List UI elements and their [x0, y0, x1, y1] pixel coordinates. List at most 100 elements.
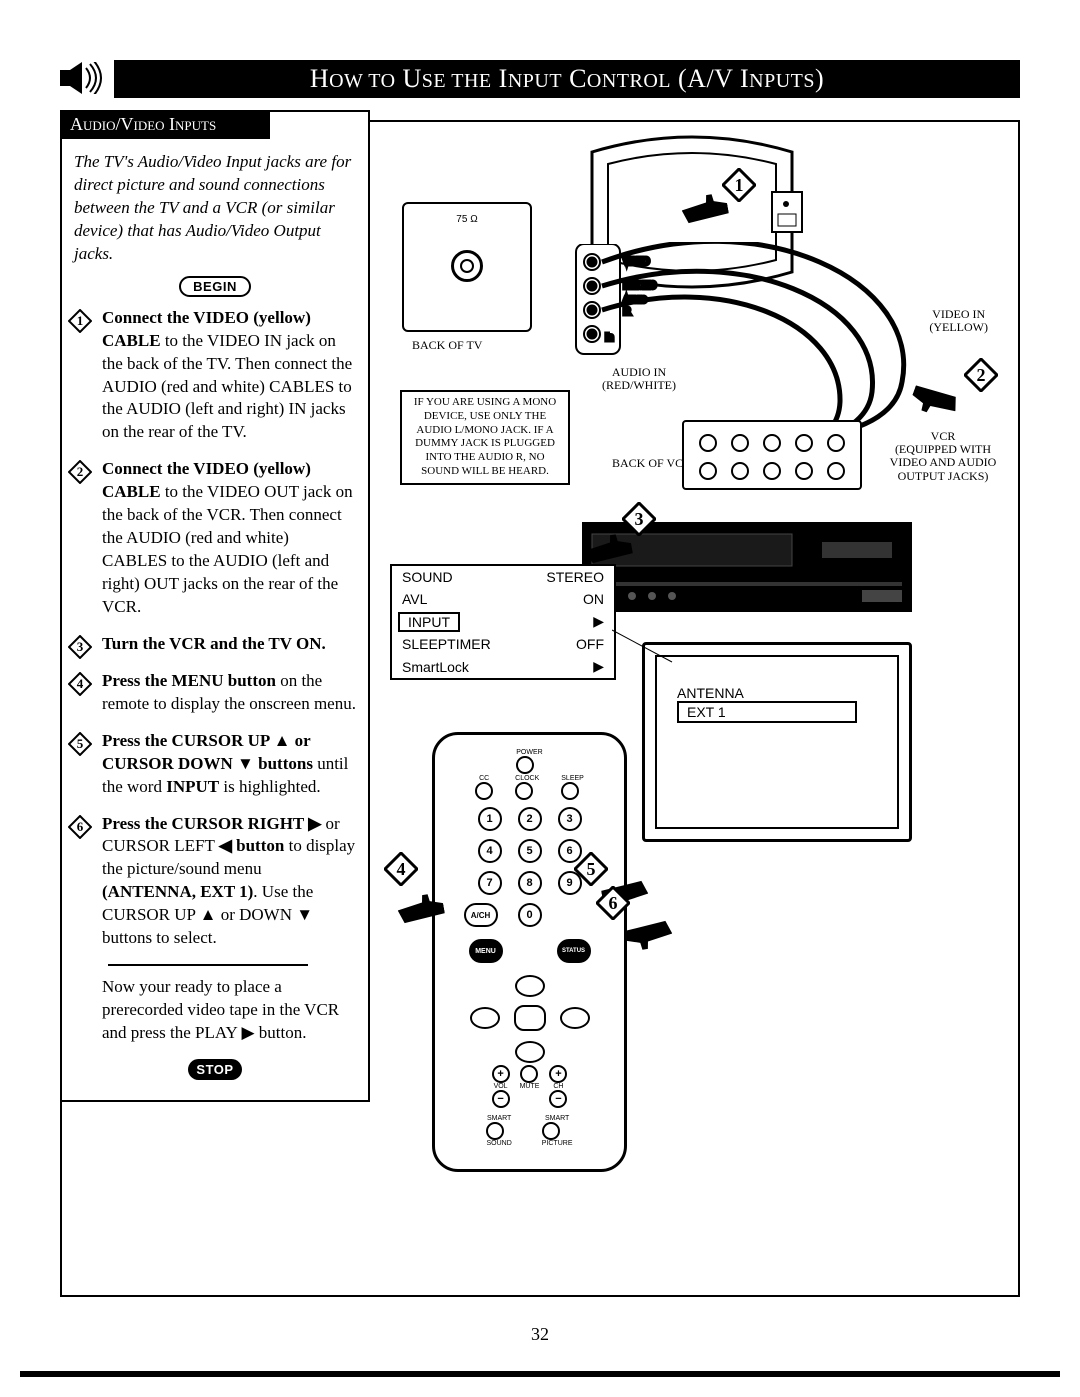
callout-4: 4: [384, 852, 418, 886]
osd-label: SLEEPTIMER: [392, 633, 522, 655]
digit-5[interactable]: 5: [518, 839, 542, 863]
vol-label: VOL: [492, 1083, 510, 1090]
vol-down[interactable]: −: [492, 1090, 510, 1108]
cursor-right[interactable]: [560, 1007, 590, 1029]
digit-3[interactable]: 3: [558, 807, 582, 831]
cc-label: CC: [475, 775, 493, 782]
step-1: 1Connect the VIDEO (yellow) CABLE to the…: [74, 307, 356, 445]
osd-value: ▶: [522, 655, 614, 678]
back-of-vcr-label: BACK OF VCR: [612, 456, 691, 471]
back-of-tv-label: BACK OF TV: [412, 338, 482, 353]
vcr-label: VCR(EQUIPPED WITHVIDEO AND AUDIOOUTPUT J…: [878, 430, 1008, 483]
mute-button[interactable]: [520, 1065, 538, 1083]
coax-jack-icon: [451, 250, 483, 282]
power-button[interactable]: [516, 756, 534, 774]
step-3: 3Turn the VCR and the TV ON.: [74, 633, 356, 656]
ch-up[interactable]: +: [549, 1065, 567, 1083]
osd-value: STEREO: [522, 566, 614, 588]
smart-sound-label1: SMART: [486, 1115, 511, 1122]
osd-label: AVL: [392, 588, 522, 610]
smart-picture-button[interactable]: [542, 1122, 560, 1140]
smart-sound-button[interactable]: [486, 1122, 504, 1140]
svg-text:3: 3: [635, 509, 644, 529]
step-6: 6Press the CURSOR RIGHT ▶ or CURSOR LEFT…: [74, 813, 356, 951]
clock-button[interactable]: [515, 782, 533, 800]
step-number-icon: 5: [68, 732, 92, 756]
callout-6: 6: [596, 886, 630, 920]
cursor-up[interactable]: [515, 975, 545, 997]
osd-value: ON: [522, 588, 614, 610]
svg-text:5: 5: [77, 736, 84, 751]
svg-text:3: 3: [77, 639, 84, 654]
cc-button[interactable]: [475, 782, 493, 800]
ohm-label: 75 Ω: [404, 214, 530, 225]
callout-5: 5: [574, 852, 608, 886]
step-number-icon: 1: [68, 309, 92, 333]
intro-text: The TV's Audio/Video Input jacks are for…: [74, 151, 356, 266]
step-number-icon: 2: [68, 460, 92, 484]
remote-control: POWER CC CLOCK SLEEP 1 2 3 4 5 6: [432, 732, 627, 1172]
speaker-icon: [60, 62, 104, 94]
tv-back-panel: 75 Ω: [402, 202, 532, 332]
antenna-label: ANTENNA: [677, 685, 877, 701]
digit-2[interactable]: 2: [518, 807, 542, 831]
svg-text:5: 5: [587, 859, 596, 879]
callout-3: 3: [622, 502, 656, 536]
menu-button[interactable]: MENU: [469, 939, 503, 963]
smart-sound-label2: SOUND: [486, 1140, 511, 1147]
digit-1[interactable]: 1: [478, 807, 502, 831]
section-header: Audio/Video Inputs: [60, 110, 270, 139]
step-number-icon: 3: [68, 635, 92, 659]
svg-text:1: 1: [77, 313, 84, 328]
wiring-diagram: 75 Ω BACK OF TV VIDEO L/MONO AUDIO R In: [382, 132, 1008, 1285]
digit-4[interactable]: 4: [478, 839, 502, 863]
osd-selected-label: INPUT: [398, 612, 460, 632]
osd-value: ▶: [522, 610, 614, 633]
callout-2: 2: [964, 358, 998, 392]
closing-text: Now your ready to place a prerecorded vi…: [74, 976, 356, 1045]
page-title: HOW TO USE THE INPUT CONTROL (A/V INPUTS…: [114, 60, 1020, 98]
ach-button[interactable]: A/CH: [464, 903, 498, 927]
step-number-icon: 6: [68, 815, 92, 839]
cursor-down[interactable]: [515, 1041, 545, 1063]
smart-picture-label2: PICTURE: [542, 1140, 573, 1147]
digit-7[interactable]: 7: [478, 871, 502, 895]
cursor-pad: [470, 979, 590, 1059]
svg-text:6: 6: [77, 819, 84, 834]
divider: [108, 964, 308, 966]
instructions-panel: Audio/Video Inputs The TV's Audio/Video …: [60, 110, 370, 1102]
svg-text:2: 2: [77, 464, 84, 479]
step-2: 2Connect the VIDEO (yellow) CABLE to the…: [74, 458, 356, 619]
callout-1: 1: [722, 168, 756, 202]
digit-0[interactable]: 0: [518, 903, 542, 927]
pointing-hand-icon: [623, 912, 675, 955]
tv-screen-preview: ANTENNA EXT 1: [642, 642, 912, 842]
stop-badge: STOP: [188, 1059, 242, 1080]
sleep-button[interactable]: [561, 782, 579, 800]
vol-up[interactable]: +: [492, 1065, 510, 1083]
sleep-label: SLEEP: [561, 775, 584, 782]
osd-label: SOUND: [392, 566, 522, 588]
smart-picture-label1: SMART: [542, 1115, 573, 1122]
content-frame: Audio/Video Inputs The TV's Audio/Video …: [60, 120, 1020, 1297]
page-number: 32: [60, 1324, 1020, 1345]
step-5: 5Press the CURSOR UP ▲ or CURSOR DOWN ▼ …: [74, 730, 356, 799]
digit-8[interactable]: 8: [518, 871, 542, 895]
ch-down[interactable]: −: [549, 1090, 567, 1108]
status-button[interactable]: STATUS: [557, 939, 591, 963]
leader-line: [612, 612, 692, 672]
begin-badge: BEGIN: [179, 276, 251, 297]
bottom-rule: [20, 1371, 1060, 1377]
ext1-label: EXT 1: [677, 701, 857, 723]
onscreen-menu: SOUNDSTEREOAVLONINPUT▶SLEEPTIMEROFFSmart…: [390, 564, 616, 680]
clock-label: CLOCK: [515, 775, 539, 782]
ch-label: CH: [549, 1083, 567, 1090]
audio-in-label: AUDIO IN(RED/WHITE): [602, 366, 676, 392]
cursor-center[interactable]: [514, 1005, 546, 1031]
osd-value: OFF: [522, 633, 614, 655]
cursor-left[interactable]: [470, 1007, 500, 1029]
svg-text:2: 2: [977, 365, 986, 385]
mono-note: IF YOU ARE USING A MONO DEVICE, USE ONLY…: [400, 390, 570, 485]
vcr-back-panel: [682, 420, 862, 490]
svg-text:4: 4: [397, 859, 406, 879]
